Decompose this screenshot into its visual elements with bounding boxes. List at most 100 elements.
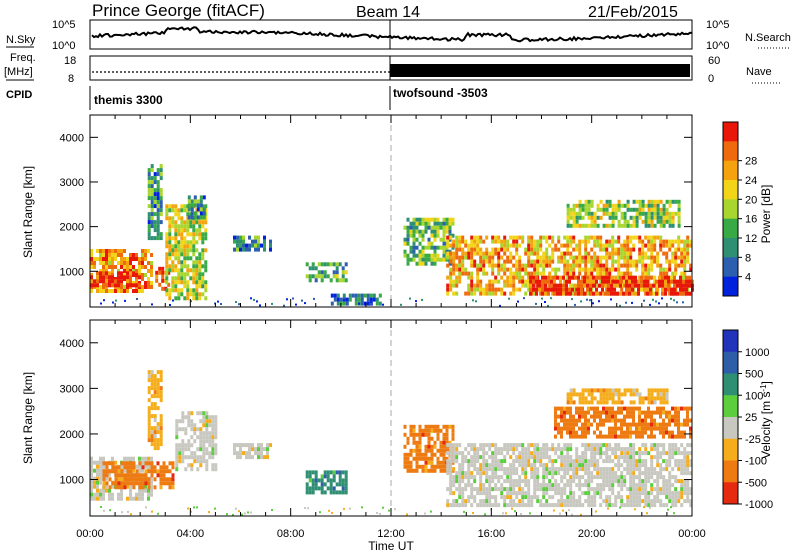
heatmap-cell [126,269,129,273]
heatmap-cell [602,471,606,476]
heatmap-cell [683,271,687,276]
heatmap-cell [683,251,687,256]
heatmap-cell [506,279,510,284]
heatmap-cell [394,508,396,511]
freq-label-line2: [MHz] [4,66,33,78]
heatmap-cell [129,477,133,482]
heatmap-cell [479,447,483,452]
heatmap-cell [344,474,348,479]
heatmap-cell [581,422,584,427]
heatmap-cell [369,297,373,302]
heatmap-cell [620,406,623,411]
heatmap-cell [479,487,483,492]
heatmap-cell [686,491,690,496]
heatmap-cell [168,288,172,293]
heatmap-cell [90,275,93,280]
heatmap-cell [581,259,585,264]
heatmap-cell [509,251,513,256]
heatmap-cell [569,475,573,480]
heatmap-cell [202,411,206,416]
heatmap-cell [671,434,674,439]
heatmap-cell [509,259,513,264]
heatmap-cell [190,300,192,303]
heatmap-cell [126,473,130,478]
heatmap-cell [551,259,555,264]
heatmap-cell [153,426,157,431]
heatmap-cell [644,418,647,423]
heatmap-cell [623,459,627,464]
heatmap-cell [445,440,449,445]
heatmap-cell [683,247,687,252]
heatmap-cell [569,283,573,288]
heatmap-cell [451,424,455,429]
heatmap-cell [595,275,598,280]
nave-tick-top: 60 [708,55,720,67]
heatmap-cell [611,459,615,464]
heatmap-cell [545,451,549,456]
heatmap-cell [204,220,208,225]
heatmap-cell [455,443,459,448]
heatmap-cell [452,447,456,452]
heatmap-cell [554,243,558,248]
heatmap-cell [598,283,601,288]
heatmap-cell [403,237,407,242]
heatmap-cell [418,436,422,441]
nsearch-tick-top: 10^5 [706,19,730,31]
heatmap-cell [602,422,605,427]
heatmap-cell [491,263,495,268]
heatmap-cell [560,255,564,260]
heatmap-cell [635,434,638,439]
heatmap-cell [587,199,591,204]
heatmap-cell [111,492,114,497]
heatmap-cell [421,249,425,254]
heatmap-cell [96,484,99,489]
heatmap-cell [344,482,348,487]
heatmap-cell [150,434,154,439]
heatmap-cell [584,418,587,423]
heatmap-cell [470,259,474,264]
heatmap-cell [605,255,609,260]
heatmap-cell [503,459,507,464]
heatmap-cell [593,459,597,464]
heatmap-cell [623,451,627,456]
heatmap-cell [503,247,507,252]
heatmap-cell [547,275,550,280]
heatmap-cell [120,261,123,265]
heatmap-cell [123,456,126,461]
heatmap-cell [485,443,489,448]
heatmap-cell [102,477,106,482]
heatmap-cell [560,259,564,264]
heatmap-cell [614,471,618,476]
heatmap-cell [509,243,513,248]
heatmap-cell [479,251,483,256]
heatmap-cell [161,274,165,279]
heatmap-cell [641,219,645,224]
heatmap-cell [168,264,172,269]
heatmap-cell [90,283,93,288]
heatmap-cell [671,239,675,244]
heatmap-cell [449,467,453,472]
heatmap-cell [126,289,129,293]
heatmap-cell [605,451,609,456]
heatmap-cell [427,225,431,230]
heatmap-cell [449,455,453,460]
heatmap-cell [452,483,456,488]
heatmap-cell [138,275,141,280]
heatmap-cell [236,247,239,252]
heatmap-cell [141,265,144,269]
heatmap-cell [566,495,570,500]
heatmap-cell [686,487,690,492]
heatmap-cell [557,483,561,488]
heatmap-cell [551,235,555,240]
heatmap-cell [596,447,600,452]
heatmap-cell [632,471,636,476]
heatmap-cell [647,199,651,204]
heatmap-cell [644,426,647,431]
heatmap-cell [150,192,154,197]
heatmap-cell [563,422,566,427]
heatmap-cell [473,251,477,256]
heatmap-cell [566,443,570,448]
heatmap-cell [491,459,495,464]
heatmap-cell [433,428,437,433]
heatmap-cell [494,499,498,504]
